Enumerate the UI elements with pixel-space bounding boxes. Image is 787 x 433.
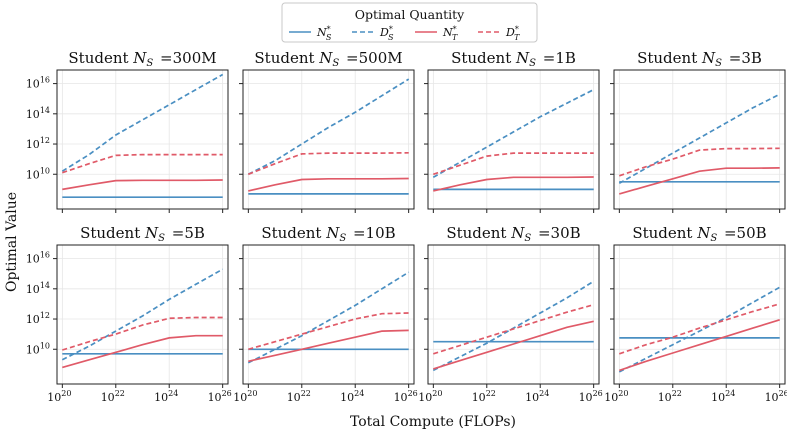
legend-frame — [281, 2, 538, 43]
panel-title: Student NS =10B — [261, 224, 395, 244]
panel: Student NS =50B 1020 1022 1024 1026 — [604, 224, 787, 404]
panel: Student NS =5B 1010 1012 1014 1016 1020 1022 10… — [26, 224, 232, 404]
panel-frame — [613, 69, 786, 210]
x-tick-label: 1020 — [418, 389, 442, 404]
series-line-nt — [433, 176, 594, 192]
y-tick-label: 1014 — [26, 106, 50, 121]
series-line-ds — [432, 88, 595, 179]
series-line-nt — [62, 334, 223, 369]
panel: Student NS =30B 1020 1022 1024 1026 — [418, 224, 603, 404]
panel-title: Student NS =300M — [68, 49, 216, 69]
panel-frame — [242, 69, 415, 210]
legend-entry: D* T — [478, 25, 520, 42]
series-line-ds — [618, 286, 781, 373]
panel: Student NS =3B — [610, 49, 786, 213]
x-tick-label: 1026 — [394, 389, 418, 404]
panel-title: Student NS =3B — [637, 49, 762, 69]
y-tick-label: 1012 — [26, 311, 50, 326]
series-line-ds — [61, 268, 224, 361]
x-tick-label: 1026 — [579, 389, 603, 404]
series-line-dt — [62, 316, 223, 351]
x-tick-label: 1022 — [658, 389, 682, 404]
series-line-dt — [247, 151, 409, 176]
x-tick-label: 1022 — [101, 389, 125, 404]
series-line-ds — [247, 271, 410, 364]
panel: Student NS =1B — [424, 49, 600, 213]
y-tick-label: 1010 — [26, 341, 50, 356]
x-tick-label: 1020 — [604, 389, 628, 404]
panel-title: Student NS =1B — [451, 49, 576, 69]
series-line-nt — [433, 320, 594, 370]
panel: Student NS =10B 1020 1022 1024 1026 — [233, 224, 418, 404]
y-tick-label: 1014 — [26, 281, 50, 296]
legend-entries: N* S D* S N* T D* T — [289, 25, 520, 42]
x-axis-label: Total Compute (FLOPs) — [350, 414, 516, 430]
series-line-ds — [61, 73, 224, 172]
x-tick-label: 1022 — [472, 389, 496, 404]
panel-frame — [427, 244, 600, 385]
panel-frame — [56, 244, 229, 385]
series-line-ds — [247, 78, 410, 176]
y-axis-label: Optimal Value — [4, 192, 20, 292]
x-tick-label: 1020 — [233, 389, 257, 404]
y-tick-label: 1016 — [26, 251, 50, 266]
panel-title: Student NS =30B — [446, 224, 580, 244]
series-line-dt — [433, 152, 594, 176]
series-line-dt — [248, 312, 409, 351]
y-tick-label: 1010 — [26, 166, 50, 181]
panel-frame — [613, 244, 786, 385]
series-line-nt — [619, 167, 780, 195]
x-tick-label: 1026 — [208, 389, 232, 404]
y-tick-label: 1012 — [26, 136, 50, 151]
panel-frame — [427, 69, 600, 210]
x-tick-label: 1024 — [711, 389, 735, 404]
legend-entry-label: D* S — [379, 25, 394, 42]
series-line-nt — [619, 318, 780, 372]
panel: Student NS =300M 1010 1012 1014 1016 — [26, 49, 229, 213]
panel-title: Student NS =5B — [80, 224, 205, 244]
x-tick-label: 1024 — [525, 389, 549, 404]
panel-title: Student NS =50B — [632, 224, 766, 244]
panel: Student NS =500M — [239, 49, 415, 213]
legend: Optimal Quantity N* S D* S N* T D* T — [281, 2, 538, 43]
legend-entry-label: D* T — [505, 25, 520, 42]
series-line-dt — [62, 153, 223, 174]
series-line-dt — [433, 303, 594, 355]
legend-entry-label: N* T — [442, 25, 458, 42]
legend-entry-label: N* S — [316, 25, 332, 42]
legend-title: Optimal Quantity — [355, 7, 465, 22]
panels: Student NS =300M1010101210141016Student … — [26, 49, 787, 404]
series-line-nt — [62, 179, 223, 191]
series-line-dt — [619, 303, 780, 355]
series-line-nt — [248, 177, 409, 192]
panel-frame — [56, 69, 229, 210]
series-line-nt — [248, 329, 409, 363]
series-line-ds — [618, 93, 781, 185]
series-line-dt — [619, 147, 780, 177]
panel-frame — [242, 244, 415, 385]
panel-title: Student NS =500M — [254, 49, 402, 69]
legend-entry: N* S — [289, 25, 332, 42]
legend-entry: N* T — [415, 25, 458, 42]
x-tick-label: 1022 — [287, 389, 311, 404]
x-tick-label: 1024 — [154, 389, 178, 404]
x-tick-label: 1024 — [340, 389, 364, 404]
y-tick-label: 1016 — [26, 76, 50, 91]
x-tick-label: 1026 — [765, 389, 787, 404]
x-tick-label: 1020 — [47, 389, 71, 404]
legend-entry: D* S — [352, 25, 394, 42]
